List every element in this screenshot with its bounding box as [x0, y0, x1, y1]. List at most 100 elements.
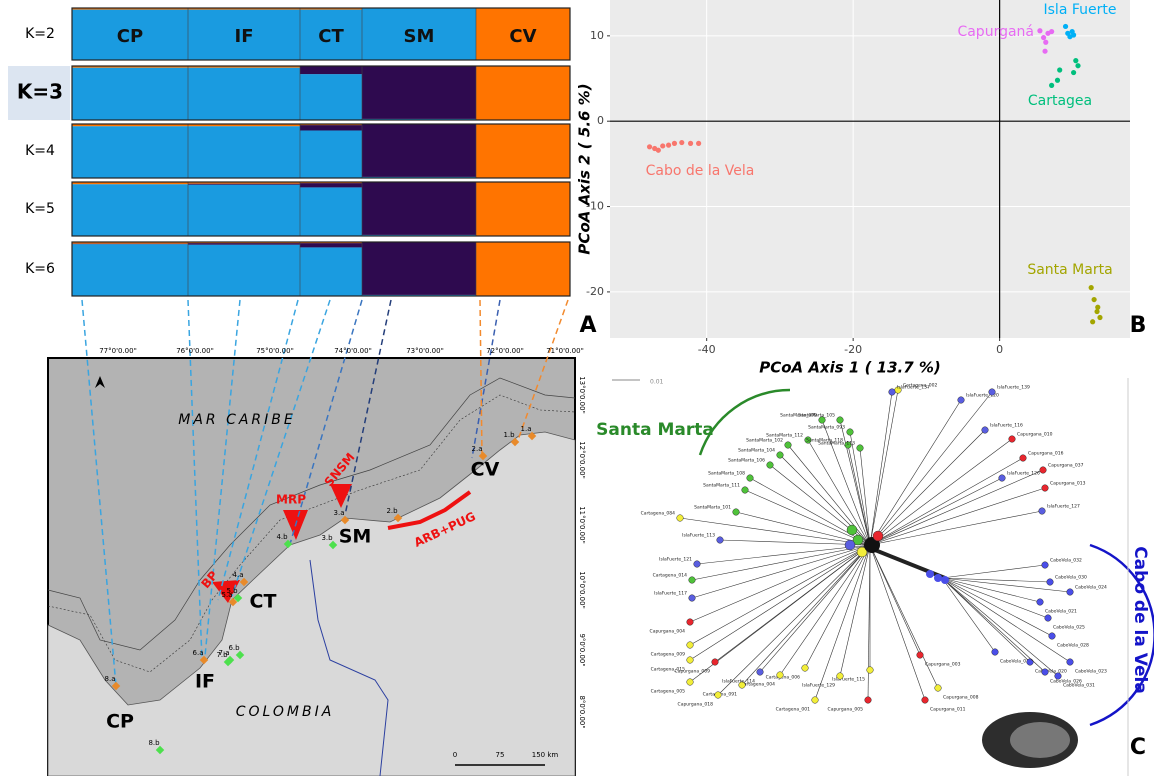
- oyster-photo: [1010, 722, 1070, 758]
- leaf-label: SantaMarta_101: [694, 505, 731, 511]
- ancestry-bar: [188, 245, 300, 296]
- leaf-node: [687, 679, 694, 686]
- leaf-label: Cartagena_084: [641, 511, 675, 517]
- leaf-label: Capurgana_008: [943, 695, 979, 701]
- leaf-label: CaboVela_032: [1050, 558, 1082, 564]
- group-label: SM: [404, 26, 435, 47]
- legend-label: Cartagea: [1028, 93, 1092, 109]
- leaf-label: IslaFuerte_113: [682, 533, 715, 539]
- node: [934, 574, 942, 582]
- population-label: IF: [195, 671, 215, 693]
- node: [847, 525, 857, 535]
- node: [845, 540, 855, 550]
- population-label: SM: [339, 526, 372, 548]
- point: [1092, 297, 1097, 302]
- lon-label: 77°0'0.00": [99, 347, 137, 355]
- branch: [870, 392, 892, 545]
- legend-label: Isla Fuerte: [1044, 2, 1117, 18]
- lon-label: 72°0'0.00": [486, 347, 524, 355]
- population-label: CV: [471, 459, 500, 481]
- branch: [942, 578, 1052, 636]
- ancestry-bar: [362, 124, 476, 177]
- leaf-node: [989, 389, 996, 396]
- population-label: CP: [106, 711, 134, 733]
- branch: [805, 545, 870, 668]
- group-label: CV: [509, 26, 536, 47]
- k-label: K=3: [17, 80, 63, 104]
- leaf-node: [1045, 615, 1052, 622]
- ancestry-bar: [362, 182, 476, 235]
- leaf-node: [694, 561, 701, 568]
- leaf-node: [935, 685, 942, 692]
- site-label: 7.b: [216, 651, 228, 659]
- leaf-label: Capurgana_004: [650, 629, 686, 635]
- leaf-node: [687, 642, 694, 649]
- leaf-node: [1042, 562, 1049, 569]
- point: [1037, 28, 1042, 33]
- leaf-label: SantaMarta_113: [818, 441, 855, 447]
- ancestry-bar: [72, 68, 188, 120]
- lat-label: 10°0'0.00": [578, 571, 586, 609]
- leaf-node: [1039, 508, 1046, 515]
- leaf-node: [917, 652, 924, 659]
- ancestry-bar: [188, 184, 300, 185]
- leaf-node: [1049, 633, 1056, 640]
- ancestry-bar: [300, 187, 362, 236]
- leaf-label: IslaFuerte_116: [990, 423, 1023, 429]
- point: [1071, 70, 1076, 75]
- branch: [697, 545, 870, 564]
- point: [696, 141, 701, 146]
- point: [1049, 29, 1054, 34]
- lat-label: 12°0'0.00": [578, 441, 586, 479]
- y-axis-label: PCoA Axis 2 ( 5.6 %): [576, 83, 594, 254]
- clade-label: Cabo de la Vela: [1130, 546, 1150, 694]
- ancestry-bar: [362, 66, 476, 119]
- node: [941, 576, 949, 584]
- site-label: 3.b: [321, 534, 333, 542]
- leaf-node: [785, 442, 792, 449]
- leaf-label: Cartagena_001: [776, 707, 810, 713]
- lat-label: 13°0'0.00": [578, 376, 586, 414]
- scale-label: 150 km: [532, 751, 559, 759]
- branch: [870, 458, 1023, 545]
- ancestry-bar: [300, 247, 362, 296]
- leaf-label: CaboVela_023: [1075, 669, 1107, 675]
- leaf-label: CaboVela_031: [1063, 683, 1095, 689]
- leaf-node: [1067, 589, 1074, 596]
- leaf-node: [958, 397, 965, 404]
- legend-label: Santa Marta: [1027, 262, 1112, 278]
- branch: [870, 430, 985, 545]
- leaf-node: [1055, 673, 1062, 680]
- leaf-node: [812, 697, 819, 704]
- leaf-node: [1042, 669, 1049, 676]
- scale-label: 0.01: [650, 379, 664, 386]
- leaf-node: [1047, 579, 1054, 586]
- ancestry-bar: [300, 183, 362, 187]
- region-label: MAR CARIBE: [178, 412, 296, 428]
- leaf-node: [777, 672, 784, 679]
- lon-label: 73°0'0.00": [406, 347, 444, 355]
- point: [1075, 63, 1080, 68]
- leaf-label: CaboVela_028: [1057, 643, 1089, 649]
- ancestry-bar: [72, 184, 188, 236]
- leaf-label: Capurgana_010: [1017, 432, 1053, 438]
- page: 0.01 Santa Marta Cabo de la Vela Cartagena_…: [0, 0, 1154, 776]
- leaf-label: SantaMarta_112: [766, 433, 803, 439]
- leaf-node: [742, 487, 749, 494]
- x-tick-label: -40: [698, 343, 716, 356]
- ancestry-bar: [476, 182, 570, 236]
- ancestry-bar: [300, 74, 362, 120]
- leaf-node: [1020, 455, 1027, 462]
- leaf-node: [1027, 659, 1034, 666]
- leaf-node: [992, 649, 999, 656]
- lat-label: 9°0'0.00": [578, 633, 586, 666]
- leaf-node: [1040, 467, 1047, 474]
- leaf-node: [712, 659, 719, 666]
- point: [1057, 67, 1062, 72]
- lat-label: 8°0'0.00": [578, 695, 586, 728]
- leaf-node: [982, 427, 989, 434]
- site-label: 4.b: [276, 533, 288, 541]
- leaf-label: Cartagena_015: [651, 667, 685, 673]
- point: [1095, 305, 1100, 310]
- point: [656, 148, 661, 153]
